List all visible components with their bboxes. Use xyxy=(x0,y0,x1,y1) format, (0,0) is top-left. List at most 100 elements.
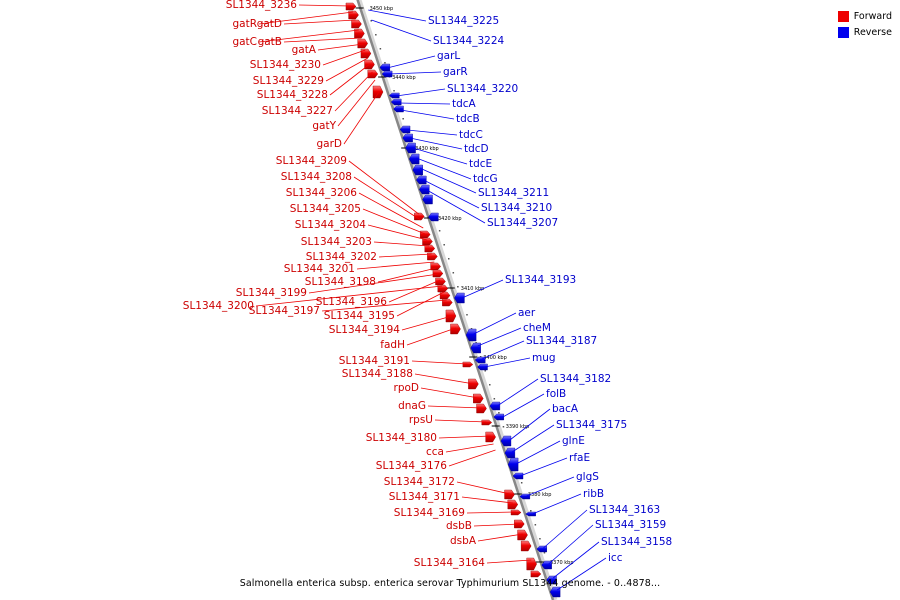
forward-gene-label[interactable]: SL1344_3203 xyxy=(301,236,372,248)
forward-gene-label[interactable]: SL1344_3171 xyxy=(389,491,460,503)
minor-tick xyxy=(484,370,486,372)
minor-tick xyxy=(466,314,468,316)
forward-gene-feature xyxy=(504,489,515,500)
reverse-gene-label[interactable]: tdcB xyxy=(456,113,480,125)
forward-gene-feature xyxy=(435,277,446,286)
forward-gene-label[interactable]: gatD xyxy=(257,18,282,30)
reverse-gene-label[interactable]: folB xyxy=(546,388,566,400)
reverse-gene-label[interactable]: tdcC xyxy=(459,129,483,141)
forward-leader-line xyxy=(367,224,428,241)
reverse-leader-line xyxy=(496,378,539,407)
forward-gene-label[interactable]: SL1344_3176 xyxy=(376,460,448,472)
reverse-gene-label[interactable]: garR xyxy=(443,66,468,78)
forward-leader-line xyxy=(388,279,441,303)
reverse-gene-label[interactable]: ribB xyxy=(583,488,604,500)
reverse-gene-label[interactable]: SL1344_3163 xyxy=(589,504,660,516)
reverse-gene-label[interactable]: cheM xyxy=(523,322,551,334)
reverse-gene-label[interactable]: SL1344_3210 xyxy=(481,202,552,214)
reverse-gene-label[interactable]: SL1344_3193 xyxy=(505,274,576,286)
reverse-leader-line xyxy=(532,493,582,515)
reverse-gene-label[interactable]: mug xyxy=(532,352,556,364)
reverse-gene-label[interactable]: SL1344_3182 xyxy=(540,373,611,385)
reverse-gene-label[interactable]: SL1344_3159 xyxy=(595,519,666,531)
reverse-gene-label[interactable]: SL1344_3220 xyxy=(447,83,518,95)
reverse-gene-label[interactable]: tdcD xyxy=(464,143,489,155)
reverse-gene-label[interactable]: tdcG xyxy=(473,173,498,185)
reverse-gene-label[interactable]: tdcA xyxy=(452,98,477,110)
reverse-gene-label[interactable]: garL xyxy=(437,50,460,62)
forward-gene-label[interactable]: SL1344_3172 xyxy=(384,476,455,488)
reverse-gene-label[interactable]: SL1344_3211 xyxy=(478,187,549,199)
reverse-leader-line xyxy=(484,357,531,368)
reverse-gene-label[interactable]: SL1344_3175 xyxy=(556,419,627,431)
forward-gene-label[interactable]: SL1344_3228 xyxy=(257,89,328,101)
reverse-gene-label[interactable]: SL1344_3187 xyxy=(526,335,597,347)
reverse-gene-label[interactable]: glgS xyxy=(576,471,599,483)
forward-gene-label[interactable]: rpoD xyxy=(394,382,420,394)
forward-gene-label[interactable]: dnaG xyxy=(398,400,426,412)
reverse-gene-label[interactable]: SL1344_3225 xyxy=(428,15,499,27)
forward-gene-label[interactable]: SL1344_3206 xyxy=(286,187,358,199)
forward-gene-label[interactable]: SL1344_3188 xyxy=(342,368,413,380)
forward-gene-feature xyxy=(360,48,372,59)
forward-gene-label[interactable]: SL1344_3169 xyxy=(394,507,465,519)
forward-gene-label[interactable]: SL1344_3197 xyxy=(249,305,320,317)
reverse-gene-label[interactable]: rfaE xyxy=(569,452,590,464)
reverse-leader-line xyxy=(515,440,561,465)
reverse-gene-feature xyxy=(393,105,404,113)
forward-gene-label[interactable]: SL1344_3199 xyxy=(236,287,307,299)
forward-gene-label[interactable]: SL1344_3194 xyxy=(329,324,401,336)
forward-gene-label[interactable]: dsbB xyxy=(446,520,472,532)
forward-leader-line xyxy=(427,405,482,409)
forward-gene-label[interactable]: fadH xyxy=(380,339,405,351)
forward-gene-label[interactable]: dsbA xyxy=(450,535,477,547)
forward-gene-label[interactable]: gatC xyxy=(232,36,257,48)
forward-gene-label[interactable]: SL1344_3236 xyxy=(226,0,298,11)
forward-gene-label[interactable]: SL1344_3195 xyxy=(324,310,395,322)
reverse-gene-label[interactable]: glnE xyxy=(562,435,585,447)
forward-gene-feature xyxy=(530,570,542,578)
forward-gene-label[interactable]: SL1344_3164 xyxy=(414,557,486,569)
forward-gene-feature xyxy=(348,10,359,20)
reverse-gene-label[interactable]: SL1344_3158 xyxy=(601,536,672,548)
reverse-gene-label[interactable]: aer xyxy=(518,307,536,319)
forward-leader-line xyxy=(438,435,491,439)
forward-gene-label[interactable]: SL1344_3198 xyxy=(305,276,376,288)
forward-gene-label[interactable]: SL1344_3208 xyxy=(281,171,352,183)
forward-gene-label[interactable]: SL1344_3229 xyxy=(253,75,324,87)
forward-gene-label[interactable]: SL1344_3230 xyxy=(250,59,321,71)
forward-leader-line xyxy=(396,291,445,317)
forward-gene-label[interactable]: gatB xyxy=(258,36,282,48)
reverse-leader-line xyxy=(556,557,607,591)
forward-gene-label[interactable]: SL1344_3209 xyxy=(276,155,347,167)
reverse-gene-label[interactable]: tdcE xyxy=(469,158,492,170)
label-leaders xyxy=(255,4,607,591)
forward-gene-label[interactable]: gatA xyxy=(292,44,317,56)
forward-gene-label[interactable]: garD xyxy=(316,138,342,150)
forward-gene-label[interactable]: SL1344_3204 xyxy=(295,219,367,231)
reverse-gene-label[interactable]: bacA xyxy=(552,403,579,415)
forward-gene-label[interactable]: SL1344_3205 xyxy=(290,203,361,215)
forward-gene-label[interactable]: rpsU xyxy=(409,414,433,426)
forward-gene-label[interactable]: gatY xyxy=(312,120,336,132)
reverse-leader-line xyxy=(396,88,446,97)
reverse-gene-label[interactable]: icc xyxy=(608,552,623,564)
forward-gene-label[interactable]: SL1344_3200 xyxy=(183,300,254,312)
genome-caption: Salmonella enterica subsp. enterica sero… xyxy=(239,578,661,589)
forward-gene-label[interactable]: SL1344_3191 xyxy=(339,355,410,367)
forward-gene-label[interactable]: cca xyxy=(426,446,444,458)
forward-leader-line xyxy=(325,57,369,82)
forward-gene-label[interactable]: SL1344_3227 xyxy=(262,105,333,117)
forward-gene-label[interactable]: SL1344_3202 xyxy=(306,251,377,263)
reverse-gene-feature xyxy=(477,363,488,371)
reverse-gene-label[interactable]: SL1344_3207 xyxy=(487,217,558,229)
reverse-gene-label[interactable]: SL1344_3224 xyxy=(433,35,505,47)
forward-gene-label[interactable]: gatR xyxy=(232,18,257,30)
forward-gene-label[interactable]: SL1344_3201 xyxy=(284,263,355,275)
forward-gene-label[interactable]: SL1344_3196 xyxy=(316,296,388,308)
reverse-gene-feature xyxy=(381,70,393,78)
forward-leader-line xyxy=(377,267,437,283)
forward-leader-line xyxy=(322,49,366,66)
forward-gene-label[interactable]: SL1344_3180 xyxy=(366,432,437,444)
reverse-leader-line xyxy=(508,408,551,442)
